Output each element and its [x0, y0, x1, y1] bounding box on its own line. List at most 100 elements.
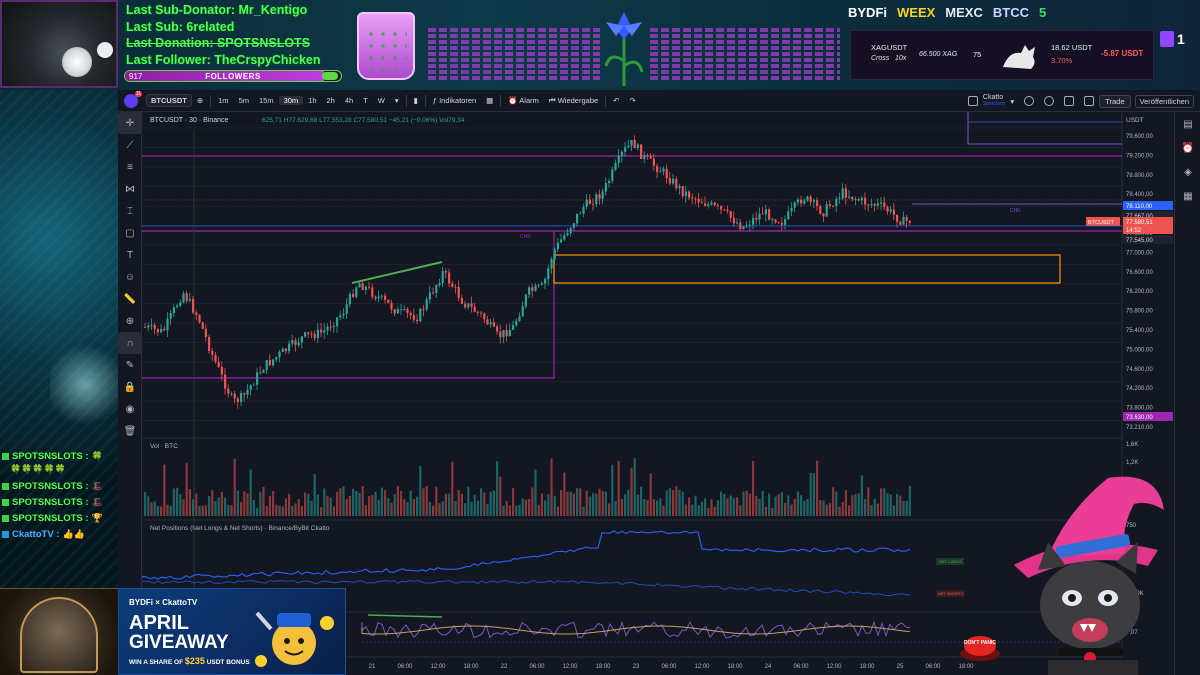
interval-1h[interactable]: 1h	[308, 96, 317, 105]
trade-button[interactable]: Trade	[1099, 94, 1131, 108]
alerts-panel-icon[interactable]: ⏰	[1181, 142, 1195, 154]
volume-bar	[323, 488, 326, 516]
volume-bar	[582, 506, 585, 516]
templates-icon[interactable]: ▦	[486, 96, 494, 105]
candle-body	[780, 222, 783, 225]
volume-bar	[416, 496, 419, 516]
candle-body	[649, 156, 652, 159]
chat-emote: 👍👍	[62, 528, 85, 539]
cat-portrait-icon	[20, 597, 98, 673]
volume-bar	[259, 491, 262, 516]
interval-4h[interactable]: 4h	[344, 96, 354, 105]
candle-type-icon[interactable]: ▮	[413, 96, 418, 105]
symbol-search-button[interactable]: BTCUSDT	[146, 94, 192, 107]
volume-bar	[320, 507, 323, 516]
watchlist-icon[interactable]: ▤	[1183, 118, 1193, 130]
alert-button[interactable]: ⏰ Alarm	[508, 96, 539, 105]
candle-body	[262, 370, 265, 373]
volume-bar	[208, 495, 211, 516]
indicators-button[interactable]: ƒ Indikatoren	[432, 96, 477, 105]
compare-icon[interactable]: ⊕	[196, 96, 204, 105]
interval-15m[interactable]: 15m	[258, 96, 274, 105]
emoji-tool-icon[interactable]: ☺	[124, 271, 136, 283]
ruler-tool-icon[interactable]: 📏	[123, 293, 137, 305]
candle-body	[230, 393, 233, 395]
volume-pane-label: Vol · BTC	[150, 443, 178, 450]
volume-bar	[444, 493, 447, 516]
candle-body	[800, 199, 803, 204]
shapes-tool-icon[interactable]: ▢	[125, 227, 135, 239]
search-icon[interactable]	[1024, 96, 1035, 106]
twitch-icon	[1160, 31, 1174, 47]
text-tool-icon[interactable]: T	[126, 249, 134, 261]
net-longs-tag-bg	[936, 558, 964, 565]
replay-button[interactable]: ⏮ Wiedergabe	[548, 95, 599, 105]
interval-1m[interactable]: 1m	[218, 96, 229, 105]
layout-icon[interactable]	[967, 96, 978, 106]
volume-bar	[614, 501, 617, 516]
interval-dropdown-icon[interactable]: ▾	[394, 96, 399, 105]
trash-tool-icon[interactable]: 🗑	[123, 425, 137, 437]
volume-bar	[156, 505, 159, 516]
ticker-total: -5.87 USDT	[1101, 49, 1144, 58]
volume-bar	[742, 491, 745, 516]
volume-bar	[435, 486, 438, 516]
volume-bar	[870, 504, 873, 516]
layers-icon[interactable]: ◈	[1184, 166, 1192, 178]
chat-message: SPOTSNSLOTS : 🎩	[2, 478, 118, 494]
candle-body	[339, 315, 342, 318]
candle-body	[617, 155, 620, 164]
interval-2h[interactable]: 2h	[326, 96, 335, 105]
magnet-tool-icon[interactable]: ∩	[118, 332, 142, 354]
draw-mode-icon[interactable]: ✎	[125, 359, 135, 371]
candle-body	[771, 219, 774, 221]
settings-icon[interactable]	[1044, 96, 1055, 106]
volume-bar	[220, 491, 223, 516]
interval-30m[interactable]: 30m	[278, 96, 304, 105]
volume-bar	[403, 499, 406, 516]
candle-body	[563, 235, 566, 240]
pattern-tool-icon[interactable]: ⋈	[125, 183, 135, 195]
crosshair-tool-icon[interactable]: ✛	[118, 112, 142, 134]
layout-dropdown-icon[interactable]: ▾	[1010, 96, 1015, 106]
visibility-tool-icon[interactable]: ◉	[125, 403, 135, 415]
volume-bar	[726, 498, 729, 516]
publish-button[interactable]: Veröffentlichen	[1134, 94, 1194, 108]
volume-bar	[828, 503, 831, 516]
volume-bar	[182, 499, 185, 516]
candle-body	[841, 188, 844, 199]
candle-body	[592, 203, 595, 205]
calendar-icon[interactable]: ▦	[1183, 190, 1193, 202]
tv-profile-icon[interactable]: 11	[124, 90, 142, 108]
cat-portrait-frame	[0, 588, 118, 675]
redo-icon[interactable]: ↷	[629, 96, 636, 105]
candle-body	[556, 242, 559, 250]
price-axis-tick: 75.800,00	[1126, 309, 1153, 315]
volume-bar	[624, 494, 627, 516]
lock-tool-icon[interactable]: 🔒	[123, 381, 137, 393]
candle-body	[899, 221, 902, 225]
measure-tool-icon[interactable]: ⌶	[127, 205, 133, 217]
price-axis-tick: 75.000,00	[1126, 347, 1153, 353]
volume-bar	[835, 491, 838, 516]
interval-day[interactable]: T	[363, 96, 368, 105]
volume-bar	[636, 494, 639, 516]
interval-5m[interactable]: 5m	[238, 96, 249, 105]
volume-bar	[540, 493, 543, 516]
camera-icon[interactable]	[1084, 96, 1095, 106]
layout-name-button[interactable]: Ckatto Speichern	[983, 94, 1006, 108]
price-chart[interactable]: BTCUSDT · 30 · Binance 625,71 H77.629,68 …	[142, 112, 1174, 675]
fullscreen-icon[interactable]	[1064, 96, 1075, 106]
interval-week[interactable]: W	[377, 96, 385, 105]
time-axis-tick: 12:00	[562, 664, 578, 670]
volume-bar	[406, 502, 409, 516]
fib-tool-icon[interactable]: ≡	[127, 161, 133, 173]
undo-icon[interactable]: ↶	[613, 96, 620, 105]
volume-bar	[809, 472, 812, 516]
price-axis-tick: 78.400,00	[1126, 192, 1153, 198]
zoom-tool-icon[interactable]: ⊕	[125, 315, 135, 327]
candle-body	[188, 299, 191, 301]
candle-body	[390, 302, 393, 310]
trendline-tool-icon[interactable]: ⟋	[126, 139, 134, 151]
volume-bar	[294, 503, 297, 516]
